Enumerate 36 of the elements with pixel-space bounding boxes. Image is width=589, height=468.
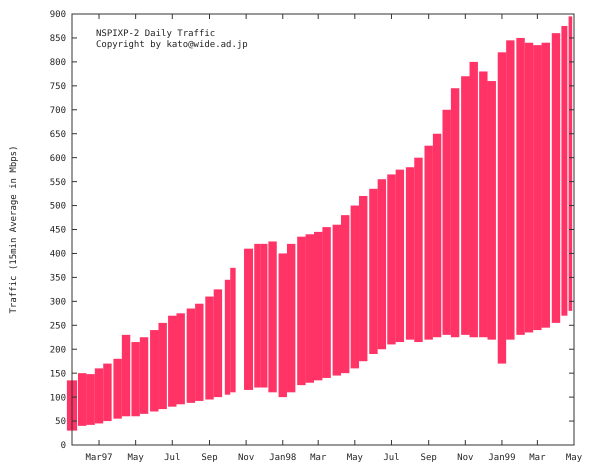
x-tick-label: Mar <box>310 453 327 463</box>
y-tick-label: 500 <box>50 202 66 212</box>
y-tick-label: 700 <box>50 106 66 116</box>
x-tick-label: Jul <box>164 453 180 463</box>
y-tick-label: 450 <box>50 226 66 236</box>
y-tick-label: 200 <box>50 345 66 356</box>
y-tick-label: 650 <box>50 130 66 140</box>
y-axis-title: Traffic (15min Average in Mbps) <box>9 146 19 314</box>
y-tick-label: 150 <box>50 369 66 380</box>
annotation: Copyright by kato@wide.ad.jp <box>96 40 248 50</box>
y-tick-label: 0 <box>60 441 66 452</box>
x-tick-label: Sep <box>420 453 437 463</box>
y-tick-label: 600 <box>50 154 66 164</box>
y-tick-label: 900 <box>50 10 66 20</box>
y-tick-label: 800 <box>50 58 66 68</box>
y-tick-label: 750 <box>50 82 66 92</box>
x-tick-label: Jan98 <box>269 453 296 463</box>
x-tick-label: Nov <box>238 453 254 463</box>
y-tick-label: 100 <box>50 393 66 404</box>
x-tick-label: Jan99 <box>488 453 516 463</box>
y-tick-label: 400 <box>50 250 66 260</box>
x-tick-label: Jul <box>383 453 400 463</box>
x-tick-label: Mar <box>529 453 546 463</box>
x-tick-label: May <box>566 453 583 463</box>
y-tick-label: 850 <box>50 34 66 44</box>
y-tick-label: 350 <box>50 274 66 284</box>
y-tick-label: 300 <box>50 297 66 308</box>
x-tick-label: Sep <box>201 453 218 463</box>
x-tick-label: Mar97 <box>85 453 113 463</box>
y-tick-label: 50 <box>55 417 66 428</box>
y-tick-label: 550 <box>50 178 66 188</box>
text: NSPIXP-2 Daily Traffic <box>96 29 216 39</box>
x-tick-label: May <box>346 453 364 463</box>
x-tick-label: May <box>128 453 144 463</box>
x-tick-label: Nov <box>457 453 474 463</box>
y-tick-label: 250 <box>50 321 66 332</box>
